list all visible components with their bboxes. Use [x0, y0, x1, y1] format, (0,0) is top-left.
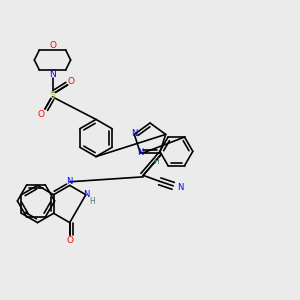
Text: O: O: [66, 236, 73, 245]
Text: S: S: [50, 91, 56, 100]
Text: H: H: [153, 157, 159, 166]
Text: H: H: [89, 197, 95, 206]
Text: O: O: [38, 110, 45, 119]
Text: N: N: [82, 190, 89, 199]
Text: N: N: [49, 70, 56, 79]
Text: N: N: [67, 177, 73, 186]
Text: N: N: [131, 129, 137, 138]
Text: N: N: [178, 183, 184, 192]
Text: O: O: [68, 76, 75, 85]
Text: N: N: [137, 148, 143, 157]
Text: O: O: [49, 41, 56, 50]
